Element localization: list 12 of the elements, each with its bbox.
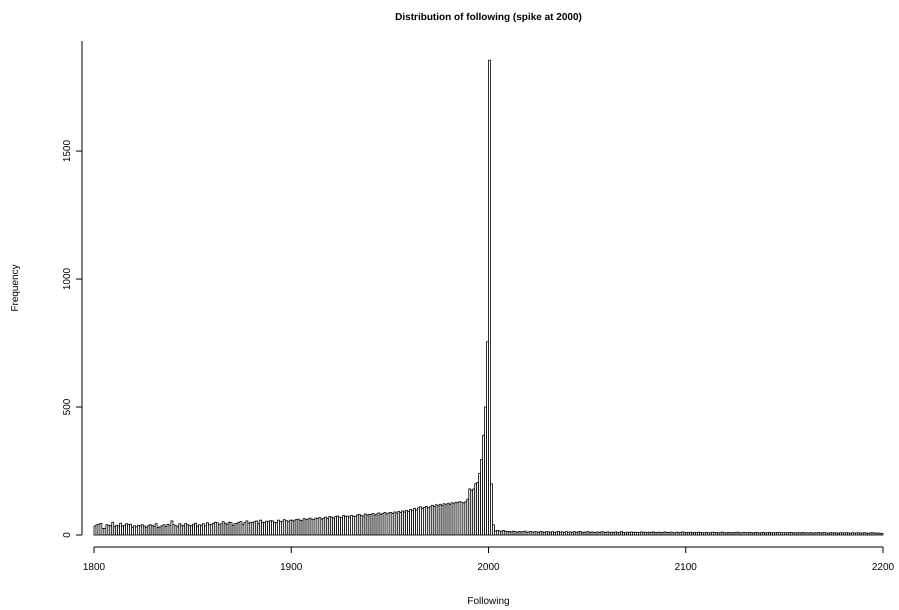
- y-tick-label: 500: [62, 398, 73, 416]
- x-tick-label: 2200: [872, 562, 895, 573]
- x-tick-label: 1800: [82, 562, 106, 573]
- x-axis-title: Following: [467, 596, 510, 607]
- y-tick-label: 1500: [62, 140, 73, 162]
- x-tick-label: 2000: [477, 562, 500, 573]
- y-tick-label: 0: [62, 532, 73, 538]
- x-tick-label: 2100: [674, 562, 698, 573]
- y-tick-label: 1000: [62, 267, 73, 290]
- chart-title: Distribution of following (spike at 2000): [395, 12, 582, 23]
- x-tick-label: 1900: [280, 562, 303, 573]
- y-axis-title: Frequency: [10, 264, 21, 312]
